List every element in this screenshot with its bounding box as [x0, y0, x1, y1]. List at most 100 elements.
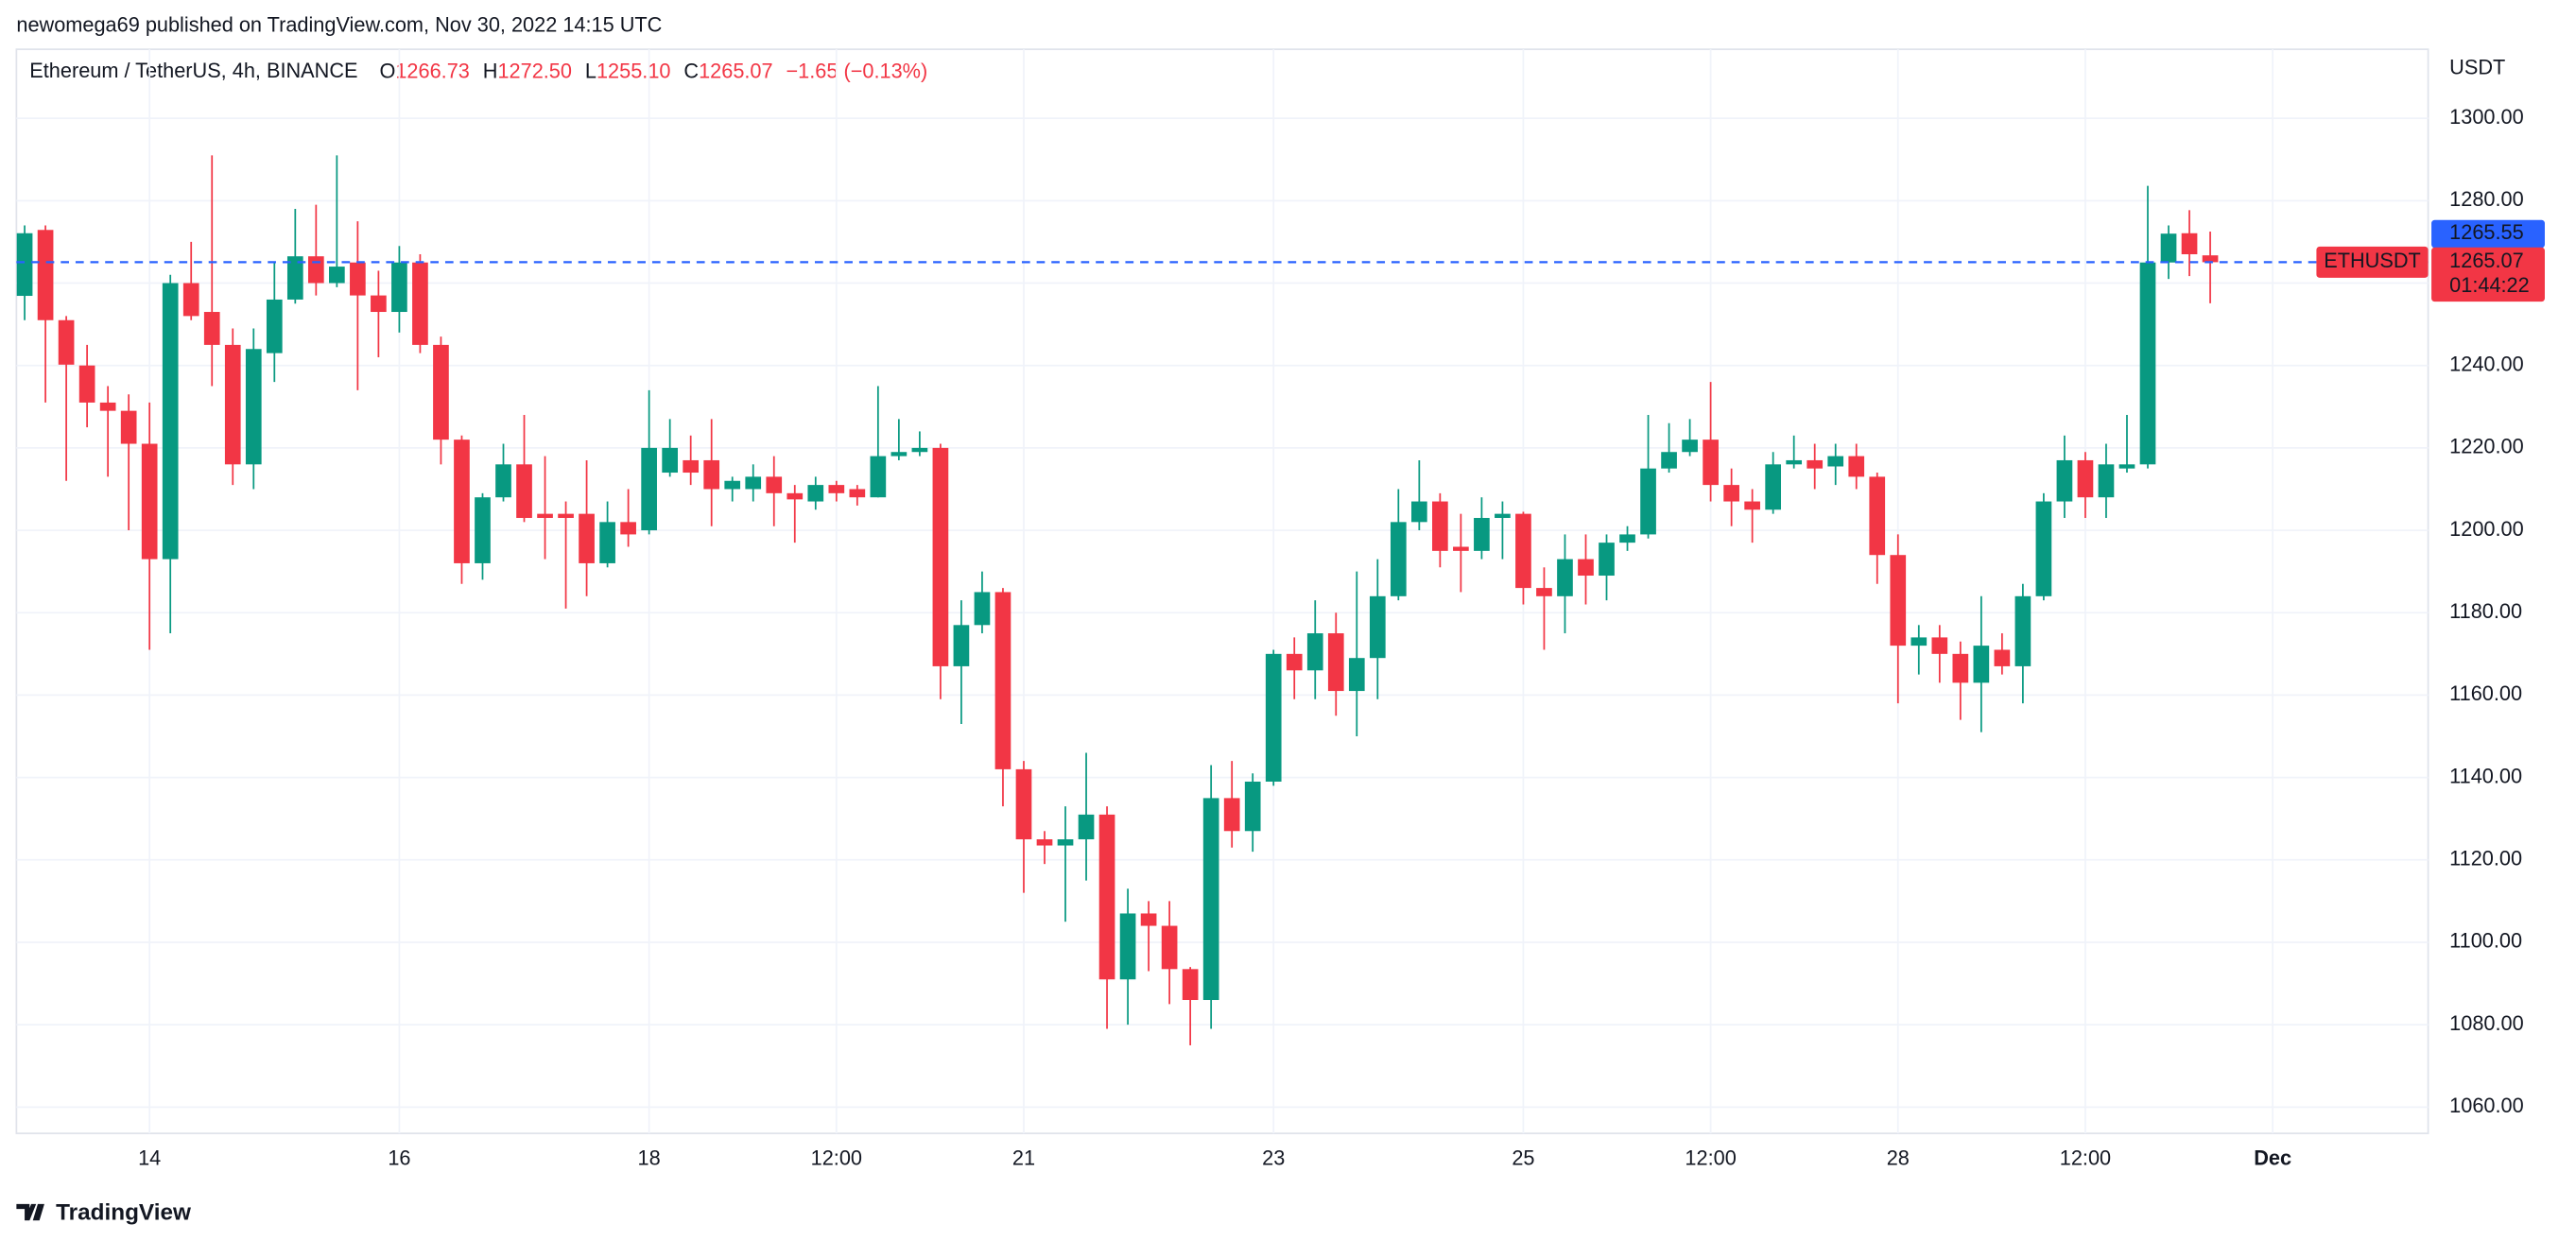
candle-body: [1640, 468, 1656, 535]
brand: TradingView: [56, 1200, 191, 1226]
y-tick-label: 1120.00: [2449, 847, 2522, 870]
candle-body: [1703, 440, 1719, 486]
y-tick-label: 1160.00: [2449, 681, 2522, 705]
candle-body: [703, 459, 720, 490]
candle-body: [2056, 459, 2073, 502]
candle-body: [1369, 595, 1386, 659]
candle-body: [433, 344, 449, 440]
y-unit: USDT: [2449, 56, 2505, 79]
candle-body: [620, 522, 636, 535]
candle-body: [870, 456, 887, 498]
countdown: 01:44:22: [2449, 273, 2530, 297]
y-tick-label: 1280.00: [2449, 187, 2524, 211]
candle-body: [1827, 456, 1844, 467]
y-tick-label: 1080.00: [2449, 1011, 2524, 1035]
x-tick-label: 16: [388, 1146, 410, 1170]
y-tick-label: 1180.00: [2449, 599, 2522, 623]
candle-body: [1994, 649, 2011, 666]
x-tick-label: 18: [638, 1146, 661, 1170]
ohlc-key: H: [483, 59, 498, 82]
candle-body: [953, 625, 970, 666]
candle-body: [1682, 440, 1698, 453]
bid-price-label: 1265.55: [2449, 220, 2524, 244]
candle-body: [683, 459, 700, 474]
x-tick-label: 23: [1262, 1146, 1285, 1170]
candle-body: [1910, 637, 1928, 646]
candle-body: [2202, 255, 2219, 263]
candle-body: [203, 312, 220, 345]
candle-body: [1786, 459, 1803, 465]
x-tick-label: 28: [1887, 1146, 1910, 1170]
symbol-label-box: [2316, 246, 2429, 278]
candle-body: [58, 319, 75, 365]
candle-body: [1744, 501, 1760, 510]
candle-body: [2014, 595, 2031, 666]
candle-body: [1890, 555, 1907, 646]
candle-body: [1765, 464, 1782, 510]
candle-body: [1244, 781, 1261, 832]
candle-body: [1223, 798, 1240, 832]
candle-body: [766, 476, 783, 493]
ohlc-key: L: [585, 59, 596, 82]
candle-body: [1390, 522, 1407, 596]
candle-body: [558, 513, 574, 518]
attribution: newomega69 published on TradingView.com,…: [16, 13, 662, 37]
ohlc-value: 1265.07: [699, 59, 773, 82]
candle-body: [120, 410, 137, 444]
chart-title: Ethereum / TetherUS, 4h, BINANCE: [29, 59, 357, 82]
candle-body: [1432, 501, 1448, 551]
candle-body: [412, 262, 428, 345]
brand-logo: [16, 1203, 44, 1221]
y-tick-label: 1060.00: [2449, 1094, 2524, 1117]
candle-body: [78, 365, 95, 403]
x-tick-label: 12:00: [2060, 1146, 2111, 1170]
candle-body: [245, 349, 262, 465]
y-tick-label: 1100.00: [2449, 929, 2522, 953]
x-tick-label: 14: [138, 1146, 161, 1170]
candle-body: [2077, 459, 2094, 498]
bid-price-box: [2431, 219, 2545, 249]
plot-frame: [15, 48, 2429, 1135]
candle-body: [516, 464, 532, 518]
symbol-label: ETHUSDT: [2324, 249, 2421, 272]
candle-body: [1140, 913, 1157, 926]
candle-body: [1057, 839, 1074, 846]
candle-body: [1869, 476, 1886, 556]
candle-body: [2118, 464, 2135, 469]
x-tick-label: 12:00: [811, 1146, 862, 1170]
candle-body: [1348, 658, 1365, 692]
candle-body: [371, 295, 387, 313]
y-tick-label: 1300.00: [2449, 105, 2524, 129]
candle-body: [16, 233, 33, 297]
candle-body: [1161, 925, 1178, 970]
candle-body: [266, 299, 283, 353]
candle-body: [1931, 637, 1948, 654]
candle-body: [224, 344, 241, 465]
candle-body: [1078, 814, 1095, 840]
ohlc-value: 1272.50: [497, 59, 572, 82]
candle-body: [182, 283, 199, 317]
candle-body: [1453, 546, 1469, 551]
last-price-label: 1265.07: [2449, 249, 2524, 272]
candle-body: [974, 592, 991, 626]
candle-body: [849, 489, 866, 498]
candle-body: [579, 513, 595, 563]
candle-body: [2035, 501, 2052, 596]
x-tick-label: 12:00: [1685, 1146, 1736, 1170]
ohlc-key: C: [683, 59, 699, 82]
candle-body: [1557, 559, 1573, 596]
candle-body: [2181, 233, 2198, 254]
candle-body: [1286, 653, 1303, 671]
candle-body: [1036, 839, 1053, 846]
candle-body: [1807, 459, 1824, 469]
candle-body: [932, 447, 949, 666]
candle-body: [1848, 456, 1865, 477]
candle-body: [1536, 588, 1552, 596]
candle-body: [890, 452, 908, 457]
candle-body: [329, 267, 345, 284]
candle-body: [307, 256, 324, 284]
last-price-box: [2431, 247, 2545, 302]
candle-body: [1265, 653, 1282, 782]
candle-body: [1474, 517, 1490, 551]
candle-body: [2139, 262, 2156, 465]
